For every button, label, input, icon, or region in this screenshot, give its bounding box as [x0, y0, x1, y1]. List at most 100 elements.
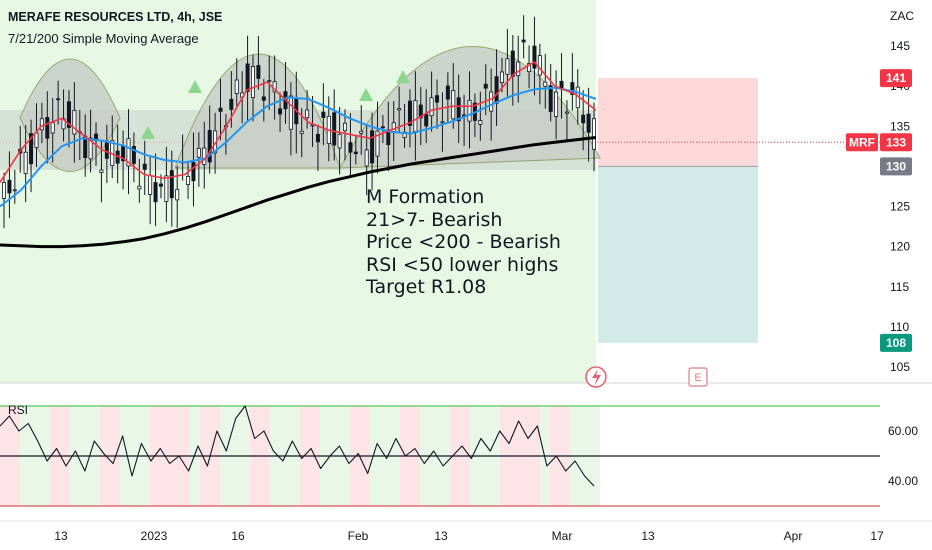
candle-body: [250, 66, 255, 98]
candle-body: [564, 111, 569, 114]
position-boxes: [0, 78, 880, 343]
candle-body: [218, 107, 223, 112]
candle-body: [364, 149, 369, 167]
candle-body: [196, 147, 201, 158]
candle-body: [175, 188, 180, 201]
candle: [261, 78, 266, 122]
candle-body: [288, 95, 293, 130]
candle-body: [148, 175, 153, 195]
time-tick-label: 16: [231, 529, 245, 543]
candle: [207, 105, 212, 174]
candle-body: [191, 162, 196, 182]
symbol-badge-bg: [846, 133, 878, 152]
stop-price-badge: 141: [880, 69, 912, 88]
candle: [305, 89, 310, 129]
candle: [407, 89, 412, 148]
candle-body: [245, 63, 250, 92]
candle-body: [66, 101, 71, 128]
candle: [375, 101, 380, 174]
candle-body: [489, 91, 494, 112]
candle: [332, 89, 337, 161]
indicator-legend: 7/21/200 Simple Moving Average: [8, 31, 199, 46]
candle-body: [407, 100, 412, 126]
symbol-badge: MRF: [846, 133, 878, 152]
candle: [137, 158, 142, 203]
candle-body: [592, 118, 597, 150]
candle: [12, 169, 17, 204]
candle: [364, 125, 369, 196]
candle-body: [521, 39, 526, 43]
candle: [169, 150, 174, 227]
symbol-badge-text: MRF: [849, 135, 875, 149]
target-zone: [598, 166, 758, 343]
candle-body: [397, 108, 402, 111]
candle-body: [131, 146, 136, 164]
signal-triangle-2: [141, 126, 155, 139]
candle-body: [451, 90, 456, 120]
ma-line-sma21: [0, 86, 597, 208]
time-tick-label: 2023: [141, 529, 168, 543]
candle: [99, 140, 104, 203]
signal-triangle-4: [396, 70, 410, 83]
rsi-title: RSI: [8, 403, 28, 417]
candle-body: [554, 91, 559, 117]
candle: [315, 124, 320, 171]
candle-body: [158, 183, 163, 187]
candle-body: [50, 122, 55, 134]
candle: [267, 55, 272, 110]
time-tick-label: Mar: [552, 529, 573, 543]
candle: [397, 86, 402, 134]
candle-body: [305, 109, 310, 119]
candle: [467, 71, 472, 149]
candle: [586, 87, 591, 162]
candle: [451, 63, 456, 129]
candle-body: [202, 147, 207, 165]
time-tick-label: 17: [870, 529, 884, 543]
candle: [445, 72, 450, 122]
candle-body: [570, 82, 575, 95]
candle-body: [261, 96, 266, 101]
candle-body: [418, 104, 423, 119]
candle: [29, 119, 34, 193]
candle-body: [478, 120, 483, 125]
candle: [321, 83, 326, 146]
candle-body: [2, 182, 7, 199]
price-axis[interactable]: ZAC105110115120125130135140145141MRF1331…: [846, 9, 914, 374]
time-axis[interactable]: 13 2023 16 Feb 13 Mar 13 Apr 17: [0, 520, 932, 543]
candle: [278, 92, 283, 132]
candle-body: [12, 189, 17, 192]
candle-body: [169, 170, 174, 199]
earnings-letter: E: [694, 372, 701, 384]
rsi-panel: RSI 40.00 60.00: [0, 382, 932, 507]
candle: [564, 100, 569, 141]
annotation-line-2: 21>7- Bearish: [366, 208, 503, 231]
candle: [532, 16, 537, 96]
earnings-icon-box: [688, 367, 708, 387]
candle: [527, 45, 532, 89]
candle: [440, 92, 445, 152]
lightning-glyph: [592, 369, 601, 386]
candle-body: [527, 63, 532, 73]
candle: [72, 82, 77, 163]
candle-body: [429, 97, 434, 117]
last-price-badge: 133: [880, 133, 912, 152]
candle: [50, 97, 55, 163]
signal-triangle-1: [188, 80, 202, 93]
entry-price-badge-bg: [880, 157, 912, 176]
rsi-line: [0, 405, 595, 487]
price-tick-label: 145: [890, 39, 910, 53]
candle: [39, 102, 44, 144]
price-tick-label: 115: [890, 280, 909, 294]
stop-price-badge-text: 141: [886, 71, 906, 85]
candle-body: [537, 55, 542, 76]
candle: [66, 89, 71, 148]
moving-averages: [0, 61, 597, 249]
time-tick-label: 13: [434, 529, 448, 543]
candle: [570, 53, 575, 111]
candle: [256, 36, 261, 90]
rsi-tick-label: 60.00: [888, 424, 918, 438]
candle: [478, 91, 483, 141]
candle: [521, 15, 526, 59]
candle: [348, 113, 353, 176]
last-price-badge-text: 133: [886, 135, 906, 149]
